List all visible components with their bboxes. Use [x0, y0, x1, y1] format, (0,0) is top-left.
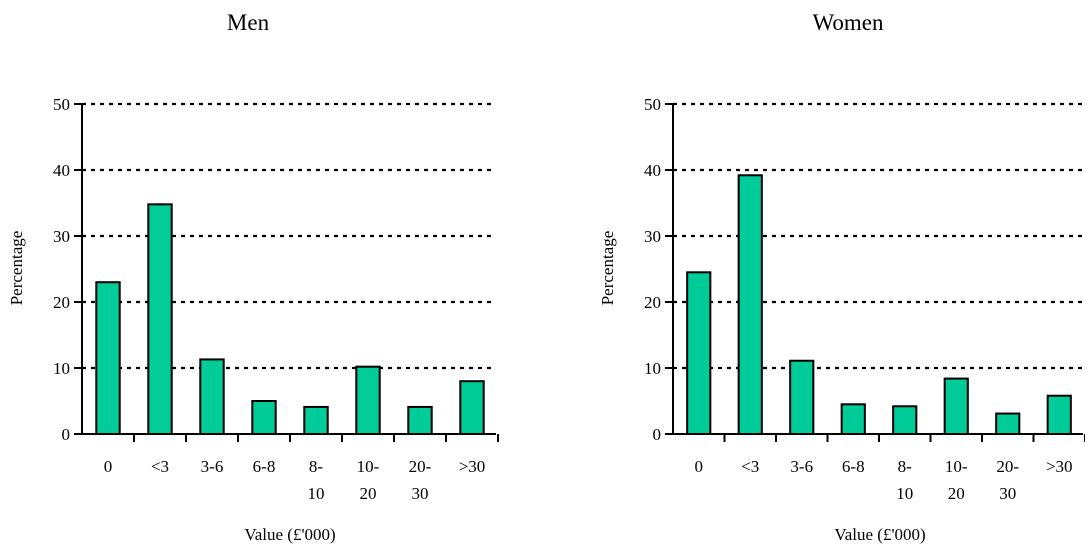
- x-tick-label: 3-6: [201, 457, 224, 476]
- bar-3: [840, 403, 866, 435]
- bar-1: [147, 203, 173, 435]
- x-axis-label: Value (£'000): [244, 525, 335, 544]
- x-tick-label: 6-8: [253, 457, 276, 476]
- y-tick-label: 0: [653, 425, 662, 444]
- x-tick-label-line: >30: [459, 457, 486, 476]
- bar-2: [789, 359, 815, 435]
- x-tick-label: 0: [695, 457, 704, 476]
- x-tick-label-line: 0: [695, 457, 704, 476]
- x-tick-label-line: 3-6: [201, 457, 224, 476]
- chart-title: Men: [227, 10, 270, 35]
- y-tick-label: 40: [644, 161, 661, 180]
- x-axis-label: Value (£'000): [834, 525, 925, 544]
- bar-6: [407, 405, 433, 436]
- x-tick-label-line: >30: [1046, 457, 1073, 476]
- y-tick-label: 30: [53, 227, 70, 246]
- x-tick-label-line: 10-: [357, 457, 380, 476]
- bar-4: [892, 405, 918, 435]
- bar-2: [199, 358, 225, 436]
- y-tick-label: 0: [62, 425, 71, 444]
- bar-3: [251, 400, 277, 435]
- chart-title: Women: [813, 10, 884, 35]
- bar-5: [355, 365, 381, 435]
- x-tick-label: 8-10: [308, 457, 325, 503]
- x-tick-label-line: 8-: [898, 457, 913, 476]
- x-tick-label: >30: [459, 457, 486, 476]
- y-tick-label: 30: [644, 227, 661, 246]
- bar-7: [459, 380, 485, 436]
- x-tick-label: <3: [151, 457, 169, 476]
- x-tick-label-line: 3-6: [790, 457, 813, 476]
- y-tick-label: 10: [53, 359, 70, 378]
- bar-4: [303, 405, 329, 436]
- x-tick-label: >30: [1046, 457, 1073, 476]
- y-tick-label: 10: [644, 359, 661, 378]
- x-tick-label: <3: [741, 457, 759, 476]
- bar-0: [686, 271, 712, 435]
- y-tick-label: 50: [644, 95, 661, 114]
- x-tick-label-line: 8-: [309, 457, 324, 476]
- x-tick-label-line: 30: [412, 484, 429, 503]
- y-tick-label: 20: [644, 293, 661, 312]
- y-tick-label: 20: [53, 293, 70, 312]
- x-tick-label-line: 10: [896, 484, 913, 503]
- x-tick-label: 0: [104, 457, 113, 476]
- x-tick-label: 20-30: [996, 457, 1019, 503]
- bar-5: [943, 377, 969, 435]
- x-tick-label: 6-8: [842, 457, 865, 476]
- x-tick-label-line: 30: [999, 484, 1016, 503]
- bar-0: [95, 281, 121, 436]
- x-tick-label-line: 20: [948, 484, 965, 503]
- x-tick-label: 10-20: [945, 457, 968, 503]
- x-tick-label: 20-30: [409, 457, 432, 503]
- x-tick-label-line: 10: [308, 484, 325, 503]
- bar-1: [737, 174, 763, 435]
- x-tick-label: 8-10: [896, 457, 913, 503]
- x-tick-label: 10-20: [357, 457, 380, 503]
- y-axis-label: Percentage: [7, 231, 26, 306]
- x-tick-label: 3-6: [790, 457, 813, 476]
- x-tick-label-line: <3: [741, 457, 759, 476]
- bar-7: [1046, 394, 1072, 435]
- y-axis-label: Percentage: [598, 231, 617, 306]
- x-tick-label-line: 0: [104, 457, 113, 476]
- x-tick-label-line: 10-: [945, 457, 968, 476]
- y-tick-label: 50: [53, 95, 70, 114]
- x-tick-label-line: <3: [151, 457, 169, 476]
- x-tick-label-line: 6-8: [842, 457, 865, 476]
- x-tick-label-line: 20-: [409, 457, 432, 476]
- x-tick-label-line: 20: [360, 484, 377, 503]
- bar-6: [995, 412, 1021, 436]
- x-tick-label-line: 6-8: [253, 457, 276, 476]
- y-tick-label: 40: [53, 161, 70, 180]
- x-tick-label-line: 20-: [996, 457, 1019, 476]
